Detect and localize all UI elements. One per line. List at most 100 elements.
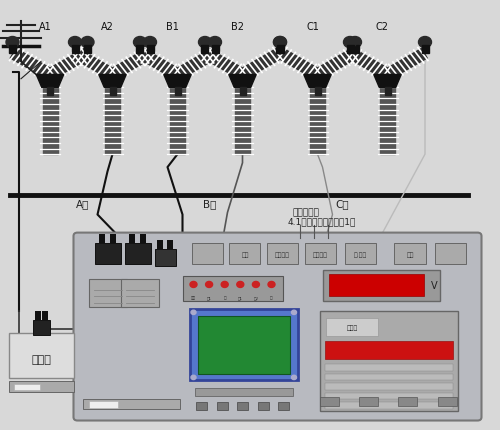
Bar	[438, 397, 456, 406]
Bar	[124, 243, 150, 264]
Circle shape	[206, 282, 212, 288]
Bar	[434, 244, 466, 264]
Bar	[325, 383, 452, 390]
Bar	[140, 234, 146, 243]
Circle shape	[191, 375, 196, 380]
Bar	[9, 333, 74, 378]
Text: 机壳: 机壳	[241, 252, 249, 257]
Bar	[276, 46, 283, 54]
Circle shape	[134, 37, 146, 49]
Bar	[34, 312, 40, 320]
Text: 开合闸圈: 开合闸圈	[275, 252, 290, 257]
Bar	[170, 88, 185, 155]
Circle shape	[274, 37, 286, 49]
Bar	[182, 276, 282, 301]
Bar	[258, 402, 269, 410]
Bar	[158, 241, 164, 249]
Circle shape	[268, 282, 275, 288]
Bar	[84, 46, 91, 54]
Bar	[359, 397, 378, 406]
Bar	[346, 46, 354, 54]
Bar	[326, 319, 378, 337]
Circle shape	[292, 310, 296, 315]
Bar	[384, 88, 390, 96]
Bar	[325, 374, 452, 381]
Bar	[230, 244, 260, 264]
FancyBboxPatch shape	[74, 233, 482, 421]
Bar	[325, 341, 452, 359]
Text: 4.1接线操作方法（图1）: 4.1接线操作方法（图1）	[288, 217, 356, 226]
Polygon shape	[228, 75, 256, 88]
Bar	[216, 402, 228, 410]
Text: A1: A1	[38, 22, 52, 32]
Bar	[94, 243, 120, 264]
Text: 通: 通	[270, 295, 272, 299]
Text: V: V	[431, 281, 438, 291]
Bar	[121, 280, 159, 307]
Bar	[276, 46, 283, 54]
Bar	[89, 401, 118, 408]
Text: 合1: 合1	[238, 295, 243, 299]
Bar	[304, 244, 336, 264]
Circle shape	[6, 37, 19, 49]
Bar	[195, 388, 292, 396]
Text: 三.一路: 三.一路	[354, 252, 366, 257]
Bar	[166, 241, 172, 249]
Bar	[202, 46, 208, 54]
Circle shape	[252, 282, 260, 288]
Polygon shape	[36, 75, 64, 88]
Text: jingyan.baidu.com: jingyan.baidu.com	[290, 397, 348, 402]
Text: 上升: 上升	[191, 295, 196, 299]
Text: Baidu: Baidu	[350, 367, 399, 382]
Bar	[146, 46, 154, 54]
Circle shape	[348, 37, 362, 49]
Circle shape	[191, 310, 196, 315]
Circle shape	[208, 37, 222, 49]
Text: C1: C1	[306, 22, 319, 32]
Bar	[47, 88, 53, 96]
Bar	[380, 88, 395, 155]
Bar	[110, 88, 116, 96]
Bar	[212, 46, 218, 54]
Bar	[328, 274, 424, 296]
Text: A2: A2	[101, 22, 114, 32]
Text: C相: C相	[336, 198, 349, 209]
Text: 关: 关	[224, 295, 226, 299]
Bar	[88, 280, 126, 307]
Text: 打印机: 打印机	[32, 354, 52, 365]
Bar	[235, 88, 250, 155]
Bar	[320, 312, 458, 411]
Bar	[154, 249, 176, 267]
Text: B相: B相	[204, 198, 216, 209]
Bar	[422, 46, 428, 54]
Bar	[42, 88, 58, 155]
Bar	[33, 320, 50, 335]
Bar	[72, 46, 78, 54]
Bar	[278, 402, 289, 410]
Text: 接线请查阅: 接线请查阅	[292, 208, 320, 217]
Text: B1: B1	[166, 22, 179, 32]
Circle shape	[418, 37, 432, 49]
Bar	[394, 244, 426, 264]
Text: A相: A相	[76, 198, 89, 209]
Bar	[322, 270, 440, 301]
Bar	[196, 402, 207, 410]
Bar	[110, 234, 116, 243]
Circle shape	[221, 282, 228, 288]
Bar	[344, 244, 376, 264]
Bar	[325, 393, 452, 399]
Circle shape	[81, 37, 94, 49]
Bar	[320, 397, 339, 406]
Polygon shape	[99, 75, 126, 88]
Bar	[174, 88, 180, 96]
Bar	[42, 312, 48, 320]
Bar	[240, 88, 246, 96]
Text: 通道: 通道	[406, 252, 414, 257]
Text: 分1: 分1	[206, 295, 212, 299]
Bar	[267, 244, 298, 264]
Bar	[129, 234, 135, 243]
Bar	[398, 397, 417, 406]
Polygon shape	[164, 75, 191, 88]
Bar	[325, 402, 452, 409]
Polygon shape	[374, 75, 401, 88]
